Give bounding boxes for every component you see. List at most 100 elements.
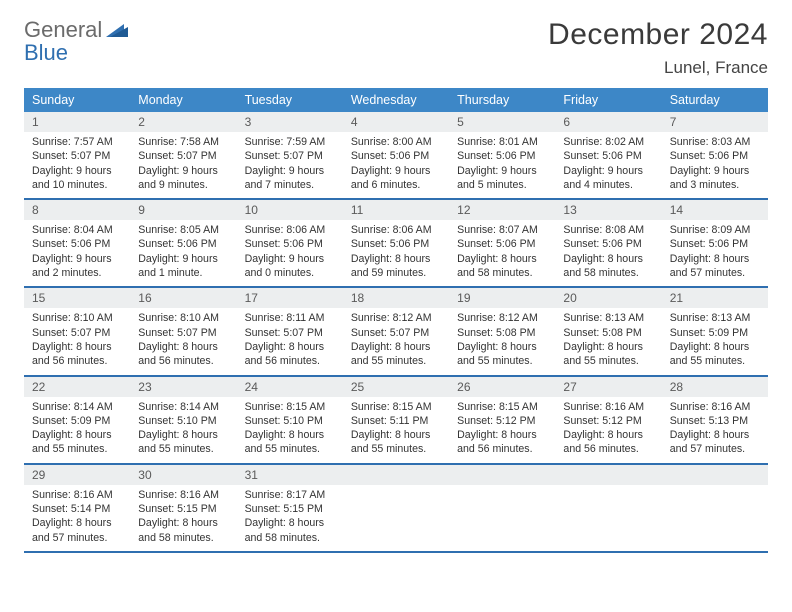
day-number: 30	[130, 465, 236, 485]
daylight-text-2: and 58 minutes.	[245, 531, 335, 545]
daylight-text-1: Daylight: 9 hours	[32, 252, 122, 266]
sunrise-text: Sunrise: 8:03 AM	[670, 135, 760, 149]
sunrise-text: Sunrise: 8:12 AM	[351, 311, 441, 325]
sunset-text: Sunset: 5:06 PM	[138, 237, 228, 251]
week-row: 15Sunrise: 8:10 AMSunset: 5:07 PMDayligh…	[24, 288, 768, 376]
daylight-text-1: Daylight: 9 hours	[138, 164, 228, 178]
day-cell: 19Sunrise: 8:12 AMSunset: 5:08 PMDayligh…	[449, 288, 555, 374]
logo-text: General Blue	[24, 18, 128, 64]
day-number: 10	[237, 200, 343, 220]
sunset-text: Sunset: 5:15 PM	[138, 502, 228, 516]
daylight-text-1: Daylight: 9 hours	[245, 252, 335, 266]
sunrise-text: Sunrise: 8:16 AM	[563, 400, 653, 414]
sunrise-text: Sunrise: 8:11 AM	[245, 311, 335, 325]
day-cell	[555, 465, 661, 551]
day-cell: 3Sunrise: 7:59 AMSunset: 5:07 PMDaylight…	[237, 112, 343, 198]
day-number: 13	[555, 200, 661, 220]
sunset-text: Sunset: 5:06 PM	[457, 149, 547, 163]
weeks-container: 1Sunrise: 7:57 AMSunset: 5:07 PMDaylight…	[24, 112, 768, 553]
sunset-text: Sunset: 5:07 PM	[351, 326, 441, 340]
day-body: Sunrise: 8:06 AMSunset: 5:06 PMDaylight:…	[237, 220, 343, 286]
day-cell: 23Sunrise: 8:14 AMSunset: 5:10 PMDayligh…	[130, 377, 236, 463]
sunrise-text: Sunrise: 8:16 AM	[32, 488, 122, 502]
day-number: 24	[237, 377, 343, 397]
title-block: December 2024 Lunel, France	[548, 18, 768, 78]
sunrise-text: Sunrise: 8:10 AM	[32, 311, 122, 325]
sunrise-text: Sunrise: 8:06 AM	[245, 223, 335, 237]
daylight-text-1: Daylight: 8 hours	[457, 428, 547, 442]
day-cell: 8Sunrise: 8:04 AMSunset: 5:06 PMDaylight…	[24, 200, 130, 286]
daylight-text-2: and 55 minutes.	[563, 354, 653, 368]
sunrise-text: Sunrise: 8:05 AM	[138, 223, 228, 237]
day-body: Sunrise: 8:16 AMSunset: 5:13 PMDaylight:…	[662, 397, 768, 463]
day-body: Sunrise: 8:13 AMSunset: 5:08 PMDaylight:…	[555, 308, 661, 374]
day-cell: 11Sunrise: 8:06 AMSunset: 5:06 PMDayligh…	[343, 200, 449, 286]
day-body: Sunrise: 8:05 AMSunset: 5:06 PMDaylight:…	[130, 220, 236, 286]
daylight-text-1: Daylight: 9 hours	[138, 252, 228, 266]
sunrise-text: Sunrise: 8:14 AM	[32, 400, 122, 414]
sunrise-text: Sunrise: 8:08 AM	[563, 223, 653, 237]
sunset-text: Sunset: 5:12 PM	[563, 414, 653, 428]
daylight-text-1: Daylight: 8 hours	[138, 516, 228, 530]
day-cell: 22Sunrise: 8:14 AMSunset: 5:09 PMDayligh…	[24, 377, 130, 463]
daylight-text-1: Daylight: 8 hours	[32, 340, 122, 354]
dow-cell: Tuesday	[237, 88, 343, 112]
day-body: Sunrise: 8:07 AMSunset: 5:06 PMDaylight:…	[449, 220, 555, 286]
sunset-text: Sunset: 5:06 PM	[245, 237, 335, 251]
logo: General Blue	[24, 18, 128, 64]
day-body: Sunrise: 8:08 AMSunset: 5:06 PMDaylight:…	[555, 220, 661, 286]
daylight-text-2: and 6 minutes.	[351, 178, 441, 192]
sunset-text: Sunset: 5:07 PM	[32, 326, 122, 340]
sunset-text: Sunset: 5:15 PM	[245, 502, 335, 516]
day-body: Sunrise: 8:12 AMSunset: 5:07 PMDaylight:…	[343, 308, 449, 374]
day-body	[662, 485, 768, 545]
day-cell: 21Sunrise: 8:13 AMSunset: 5:09 PMDayligh…	[662, 288, 768, 374]
day-cell: 2Sunrise: 7:58 AMSunset: 5:07 PMDaylight…	[130, 112, 236, 198]
sunrise-text: Sunrise: 8:12 AM	[457, 311, 547, 325]
day-cell: 9Sunrise: 8:05 AMSunset: 5:06 PMDaylight…	[130, 200, 236, 286]
sunrise-text: Sunrise: 8:15 AM	[245, 400, 335, 414]
day-body	[343, 485, 449, 545]
day-number: 18	[343, 288, 449, 308]
sunrise-text: Sunrise: 7:57 AM	[32, 135, 122, 149]
day-cell	[343, 465, 449, 551]
day-number: 8	[24, 200, 130, 220]
daylight-text-2: and 58 minutes.	[457, 266, 547, 280]
day-cell: 1Sunrise: 7:57 AMSunset: 5:07 PMDaylight…	[24, 112, 130, 198]
daylight-text-2: and 56 minutes.	[138, 354, 228, 368]
daylight-text-2: and 10 minutes.	[32, 178, 122, 192]
day-cell: 17Sunrise: 8:11 AMSunset: 5:07 PMDayligh…	[237, 288, 343, 374]
logo-word1: General	[24, 17, 102, 42]
day-cell: 28Sunrise: 8:16 AMSunset: 5:13 PMDayligh…	[662, 377, 768, 463]
dow-cell: Wednesday	[343, 88, 449, 112]
daylight-text-1: Daylight: 8 hours	[351, 252, 441, 266]
day-number: 17	[237, 288, 343, 308]
sunrise-text: Sunrise: 8:16 AM	[670, 400, 760, 414]
daylight-text-2: and 5 minutes.	[457, 178, 547, 192]
daylight-text-2: and 57 minutes.	[670, 442, 760, 456]
day-body: Sunrise: 8:10 AMSunset: 5:07 PMDaylight:…	[24, 308, 130, 374]
sunrise-text: Sunrise: 8:16 AM	[138, 488, 228, 502]
day-cell: 12Sunrise: 8:07 AMSunset: 5:06 PMDayligh…	[449, 200, 555, 286]
day-cell: 4Sunrise: 8:00 AMSunset: 5:06 PMDaylight…	[343, 112, 449, 198]
day-number: 20	[555, 288, 661, 308]
day-number: 23	[130, 377, 236, 397]
day-body	[449, 485, 555, 545]
daylight-text-2: and 2 minutes.	[32, 266, 122, 280]
sunrise-text: Sunrise: 8:13 AM	[563, 311, 653, 325]
daylight-text-2: and 7 minutes.	[245, 178, 335, 192]
day-number: 31	[237, 465, 343, 485]
day-cell: 25Sunrise: 8:15 AMSunset: 5:11 PMDayligh…	[343, 377, 449, 463]
sunset-text: Sunset: 5:09 PM	[670, 326, 760, 340]
day-body: Sunrise: 8:16 AMSunset: 5:14 PMDaylight:…	[24, 485, 130, 551]
daylight-text-2: and 55 minutes.	[670, 354, 760, 368]
day-number: 19	[449, 288, 555, 308]
day-number: 11	[343, 200, 449, 220]
sunset-text: Sunset: 5:09 PM	[32, 414, 122, 428]
daylight-text-1: Daylight: 8 hours	[670, 252, 760, 266]
day-number: 14	[662, 200, 768, 220]
daylight-text-2: and 57 minutes.	[670, 266, 760, 280]
day-body: Sunrise: 8:17 AMSunset: 5:15 PMDaylight:…	[237, 485, 343, 551]
sunset-text: Sunset: 5:06 PM	[670, 237, 760, 251]
daylight-text-2: and 55 minutes.	[351, 354, 441, 368]
